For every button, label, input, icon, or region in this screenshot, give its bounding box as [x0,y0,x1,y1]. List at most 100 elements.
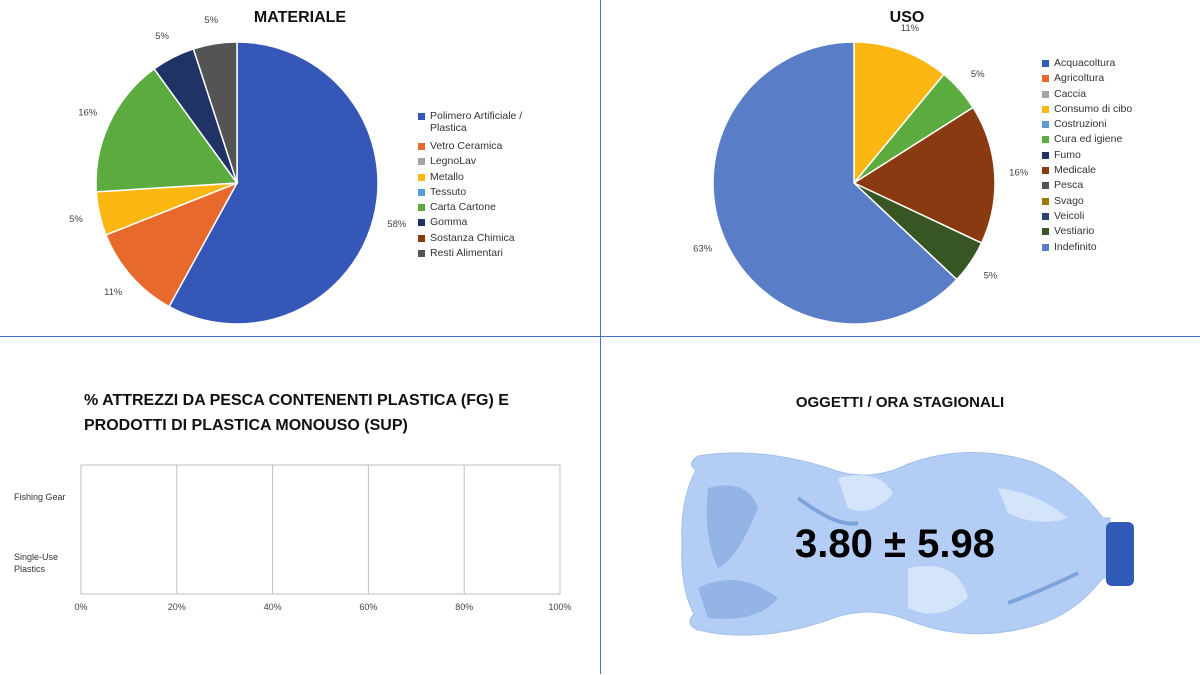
bottle-highlight [706,485,758,568]
materiale-legend-label: Metallo [430,170,464,183]
quadrant-divider-horizontal [0,336,1200,337]
materiale-legend-item: Tessuto [418,186,548,201]
materiale-legend-label: Sostanza Chimica [430,231,515,244]
uso-legend-swatch [1042,197,1049,205]
bar-chart-title: % ATTREZZI DA PESCA CONTENENTI PLASTICA … [84,392,509,434]
materiale-legend-swatch [418,158,425,166]
materiale-legend-item: Carta Cartone [418,201,548,216]
uso-pie-chart: 11% 5% 16% 5% 63% [693,23,1029,325]
uso-data-label: 16% [1009,168,1029,179]
x-tick-label: 0% [74,602,87,612]
uso-legend-item: Vestiario [1042,225,1172,240]
materiale-data-label: 5% [204,15,218,26]
materiale-legend-label: Polimero Artificiale / Plastica [430,110,523,134]
materiale-legend-item: Vetro Ceramica [418,140,548,155]
materiale-legend-label: Gomma [430,216,468,229]
x-tick-label: 80% [455,602,473,612]
materiale-slice [192,41,238,184]
materiale-legend-item: Gomma [418,216,548,231]
uso-legend-item: Consumo di cibo [1042,103,1172,118]
seasonal-value: 3.80 ± 5.98 [795,522,995,566]
materiale-data-label: 5% [69,214,83,225]
materiale-legend-swatch [418,219,425,227]
materiale-legend-label: Carta Cartone [430,201,496,214]
uso-legend-swatch [1042,212,1049,220]
materiale-data-label: 5% [155,31,169,42]
materiale-pie-chart: 58% 11% 5% 16% 5% 5% [69,15,407,325]
uso-legend-item: Agricoltura [1042,72,1172,87]
uso-data-label: 5% [984,271,998,282]
uso-legend-item: Costruzioni [1042,118,1172,133]
uso-legend-item: Cura ed igiene [1042,133,1172,148]
uso-legend-label: Agricoltura [1054,72,1105,85]
materiale-data-label: 11% [104,287,123,298]
materiale-data-label: 16% [78,108,98,119]
uso-legend-swatch [1042,136,1049,144]
uso-slice [712,41,958,325]
uso-legend-item: Acquacoltura [1042,57,1172,72]
materiale-legend-swatch [418,188,425,196]
bottle-cap [1106,522,1134,586]
materiale-legend-swatch [418,204,425,212]
uso-legend: Acquacoltura Agricoltura Caccia Consumo di … [1042,57,1172,256]
materiale-slice [168,41,379,325]
uso-legend-swatch [1042,60,1049,67]
materiale-legend-swatch [418,173,425,181]
materiale-legend: Polimero Artificiale / Plastica Vetro Cer… [418,110,548,262]
uso-legend-swatch [1042,121,1049,129]
bar-chart: 0% 20% 40% 60% 80% 100% [74,464,572,612]
uso-legend-item: Caccia [1042,88,1172,103]
uso-legend-label: Acquacoltura [1054,57,1116,69]
uso-legend-item: Veicoli [1042,210,1172,225]
materiale-legend-label: Tessuto [430,185,467,198]
category-label-single-use-plastics: Single-Use Plastics [14,552,59,574]
materiale-legend-label: LegnoLav [430,155,477,168]
uso-data-label: 5% [971,69,985,80]
materiale-legend-item: Sostanza Chimica [418,232,548,247]
materiale-slice [95,67,239,193]
bottle-highlight [698,580,778,619]
bottle-highlight [1007,571,1079,605]
quadrant-divider-vertical [600,0,601,674]
materiale-legend-item: Resti Alimentari [418,247,548,262]
uso-legend-label: Svago [1054,194,1084,207]
uso-data-label: 63% [693,244,713,255]
uso-legend-swatch [1042,105,1049,113]
uso-legend-label: Medicale [1054,164,1097,177]
uso-legend-swatch [1042,90,1049,98]
materiale-data-label: 58% [387,219,407,230]
x-tick-label: 60% [359,602,377,612]
bottle-icon [681,452,1134,636]
materiale-title: MATERIALE [253,9,347,26]
uso-legend-item: Indefinito [1042,241,1172,256]
uso-legend-label: Consumo di cibo [1054,102,1133,115]
bottle-highlight [998,488,1068,522]
uso-legend-label: Indefinito [1054,240,1097,253]
materiale-legend-item: LegnoLav [418,155,548,170]
bottle-highlight [796,496,859,526]
bottle-highlight [908,566,968,614]
uso-legend-label: Costruzioni [1054,118,1107,131]
uso-legend-label: Veicoli [1054,209,1085,222]
uso-legend-swatch [1042,167,1049,175]
uso-legend-item: Fumo [1042,149,1172,164]
uso-slice [853,41,945,186]
uso-title: USO [889,9,925,26]
uso-legend-item: Svago [1042,195,1172,210]
materiale-legend-swatch [418,250,425,258]
uso-legend-label: Vestiario [1054,225,1095,238]
uso-legend-swatch [1042,228,1049,236]
bottle-highlight [838,475,893,511]
materiale-legend-swatch [418,234,425,242]
materiale-legend-item: Metallo [418,171,548,186]
materiale-legend-item: Polimero Artificiale / Plastica [418,110,548,140]
plot-area [80,464,561,595]
category-label-fishing-gear: Fishing Gear [14,492,66,502]
x-tick-label: 100% [548,602,571,612]
uso-slice [852,106,996,245]
materiale-legend-label: Resti Alimentari [430,247,503,260]
uso-legend-label: Fumo [1054,148,1081,161]
uso-legend-label: Caccia [1054,87,1087,100]
uso-legend-swatch [1042,182,1049,190]
uso-data-label: 11% [901,23,920,34]
